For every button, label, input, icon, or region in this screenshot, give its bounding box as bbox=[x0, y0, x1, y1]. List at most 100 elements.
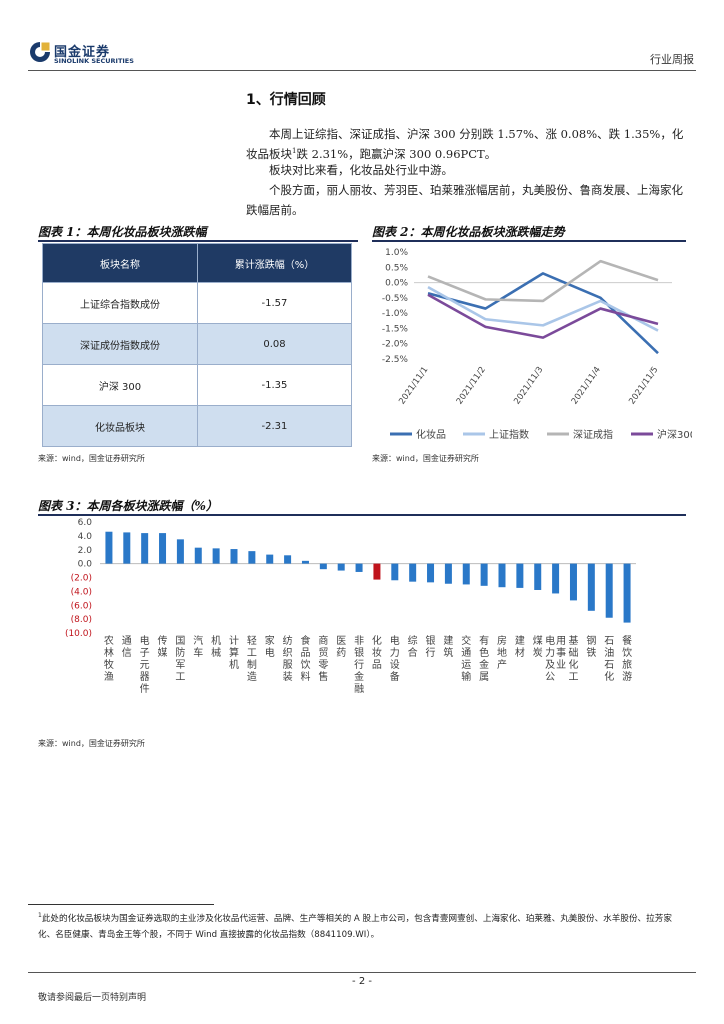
x-category-label: 建筑 bbox=[443, 634, 453, 659]
x-tick-label: 2021/11/3 bbox=[512, 365, 545, 406]
logo-text-en: SINOLINK SECURITIES bbox=[54, 57, 134, 65]
y-tick-label: 1.0% bbox=[385, 248, 408, 258]
x-category-label: 电力及公用事业 bbox=[545, 634, 566, 683]
x-category-label: 房地产 bbox=[497, 634, 507, 671]
paragraph-2: 板块对比来看，化妆品处行业中游。 bbox=[269, 163, 453, 177]
footnote-ref: 1 bbox=[292, 147, 297, 156]
x-category-label: 基础化工 bbox=[568, 634, 578, 683]
y-tick-label: -1.5% bbox=[382, 324, 409, 334]
bar bbox=[444, 563, 452, 584]
bar bbox=[248, 551, 256, 564]
x-tick-label: 2021/11/5 bbox=[627, 365, 660, 406]
table-row: 沪深 300 -1.35 bbox=[42, 364, 353, 406]
bar bbox=[373, 563, 381, 580]
bar bbox=[552, 563, 560, 594]
x-tick-label: 2021/11/1 bbox=[397, 365, 430, 406]
fig2-rule bbox=[372, 240, 686, 242]
series-line bbox=[427, 272, 659, 355]
series-line bbox=[427, 293, 659, 339]
x-category-label: 农林牧渔 bbox=[104, 634, 114, 683]
bar bbox=[409, 563, 417, 582]
bar bbox=[605, 563, 613, 618]
y-tick-label: -1.0% bbox=[382, 309, 409, 319]
paragraph-1: 本周上证综指、深证成指、沪深 300 分别跌 1.57%、涨 0.08%、跌 1… bbox=[246, 124, 684, 164]
x-category-label: 钢铁 bbox=[586, 634, 596, 659]
bar bbox=[212, 548, 220, 564]
x-category-label: 非银行金融 bbox=[354, 635, 364, 695]
fig1-source: 来源：wind，国金证券研究所 bbox=[38, 454, 145, 463]
x-category-label: 计算机 bbox=[229, 634, 239, 671]
row-value: 0.08 bbox=[196, 323, 353, 365]
series-line bbox=[427, 286, 659, 332]
x-category-label: 综合 bbox=[408, 634, 418, 659]
x-category-label: 电子元器件 bbox=[140, 634, 150, 695]
row-name: 沪深 300 bbox=[42, 364, 198, 406]
x-tick-label: 2021/11/4 bbox=[570, 365, 603, 406]
x-category-label: 汽车 bbox=[193, 634, 203, 659]
row-value: -1.57 bbox=[196, 282, 353, 324]
y-tick-label: (8.0) bbox=[71, 615, 92, 625]
x-category-label: 餐饮旅游 bbox=[622, 634, 632, 683]
legend-label: 上证指数 bbox=[489, 428, 529, 441]
y-tick-label: 0.0 bbox=[78, 560, 93, 570]
disclaimer-note: 敬请参阅最后一页特别声明 bbox=[38, 993, 147, 1003]
report-type: 行业周报 bbox=[650, 53, 694, 66]
bar bbox=[319, 563, 327, 570]
bar bbox=[266, 554, 274, 564]
bar bbox=[337, 563, 345, 571]
footnote-text: 此处的化妆品板块为国金证券选取的主业涉及化妆品代运营、品牌、生产等相关的 A 股… bbox=[38, 913, 672, 940]
footnote-rule bbox=[28, 904, 214, 905]
bar bbox=[498, 563, 506, 588]
y-tick-label: 4.0 bbox=[78, 532, 93, 542]
legend-label: 深证成指 bbox=[573, 428, 613, 441]
fig3-rule bbox=[38, 514, 686, 516]
row-name: 上证综合指数成份 bbox=[42, 282, 198, 324]
y-tick-label: 0.5% bbox=[385, 263, 408, 273]
footnote-number: 1 bbox=[38, 912, 42, 919]
y-tick-label: 0.0% bbox=[385, 279, 408, 289]
x-category-label: 化妆品 bbox=[372, 634, 382, 671]
x-category-label: 建材 bbox=[515, 634, 525, 659]
y-tick-label: (2.0) bbox=[71, 574, 92, 584]
bar bbox=[516, 563, 524, 588]
y-tick-label: 6.0 bbox=[78, 518, 93, 528]
fig3-source: 来源：wind，国金证券研究所 bbox=[38, 739, 145, 748]
bar bbox=[462, 563, 470, 585]
series-line bbox=[427, 259, 659, 303]
bar bbox=[176, 539, 184, 564]
page-number: - 2 - bbox=[352, 976, 372, 987]
bar bbox=[141, 533, 149, 564]
x-category-label: 煤炭 bbox=[533, 634, 543, 659]
bar bbox=[105, 531, 113, 564]
bar bbox=[480, 563, 488, 586]
y-tick-label: (10.0) bbox=[65, 629, 92, 639]
header-divider bbox=[28, 70, 696, 71]
bar bbox=[194, 547, 202, 564]
bar bbox=[159, 533, 167, 564]
y-tick-label: (6.0) bbox=[71, 601, 92, 611]
x-category-label: 国防军工 bbox=[175, 635, 185, 683]
fig3-bar-chart: 6.0 4.0 2.0 0.0 (2.0) (4.0) (6.0) (8.0) (10.0) 农林… bbox=[65, 518, 636, 695]
bar bbox=[569, 563, 577, 601]
x-category-label: 商贸零售 bbox=[318, 634, 328, 683]
bar bbox=[391, 563, 399, 581]
x-category-label: 通信 bbox=[122, 635, 132, 659]
x-category-label: 有色金属 bbox=[479, 634, 489, 683]
table-row: 上证综合指数成份 -1.57 bbox=[42, 282, 353, 324]
fig2-title: 图表 2：本周化妆品板块涨跌幅走势 bbox=[372, 225, 565, 239]
x-category-label: 食品饮料 bbox=[300, 634, 310, 683]
x-tick-label: 2021/11/2 bbox=[455, 365, 488, 406]
paragraph-3: 个股方面，丽人丽妆、芳羽臣、珀莱雅涨幅居前，丸美股份、鲁商发展、上海家化跌幅居前… bbox=[246, 183, 683, 217]
row-name: 深证成份指数成份 bbox=[42, 323, 198, 365]
bar bbox=[355, 563, 363, 572]
footer-divider bbox=[28, 972, 696, 973]
bar bbox=[230, 549, 238, 564]
x-category-label: 家电 bbox=[265, 634, 275, 659]
y-tick-label: -0.5% bbox=[382, 294, 409, 304]
x-category-label: 电力设备 bbox=[390, 634, 400, 683]
fig1-header-row: 板块名称 累计涨跌幅（%） bbox=[42, 243, 353, 283]
bar bbox=[301, 560, 309, 564]
bar bbox=[123, 532, 131, 564]
bar bbox=[623, 563, 631, 623]
